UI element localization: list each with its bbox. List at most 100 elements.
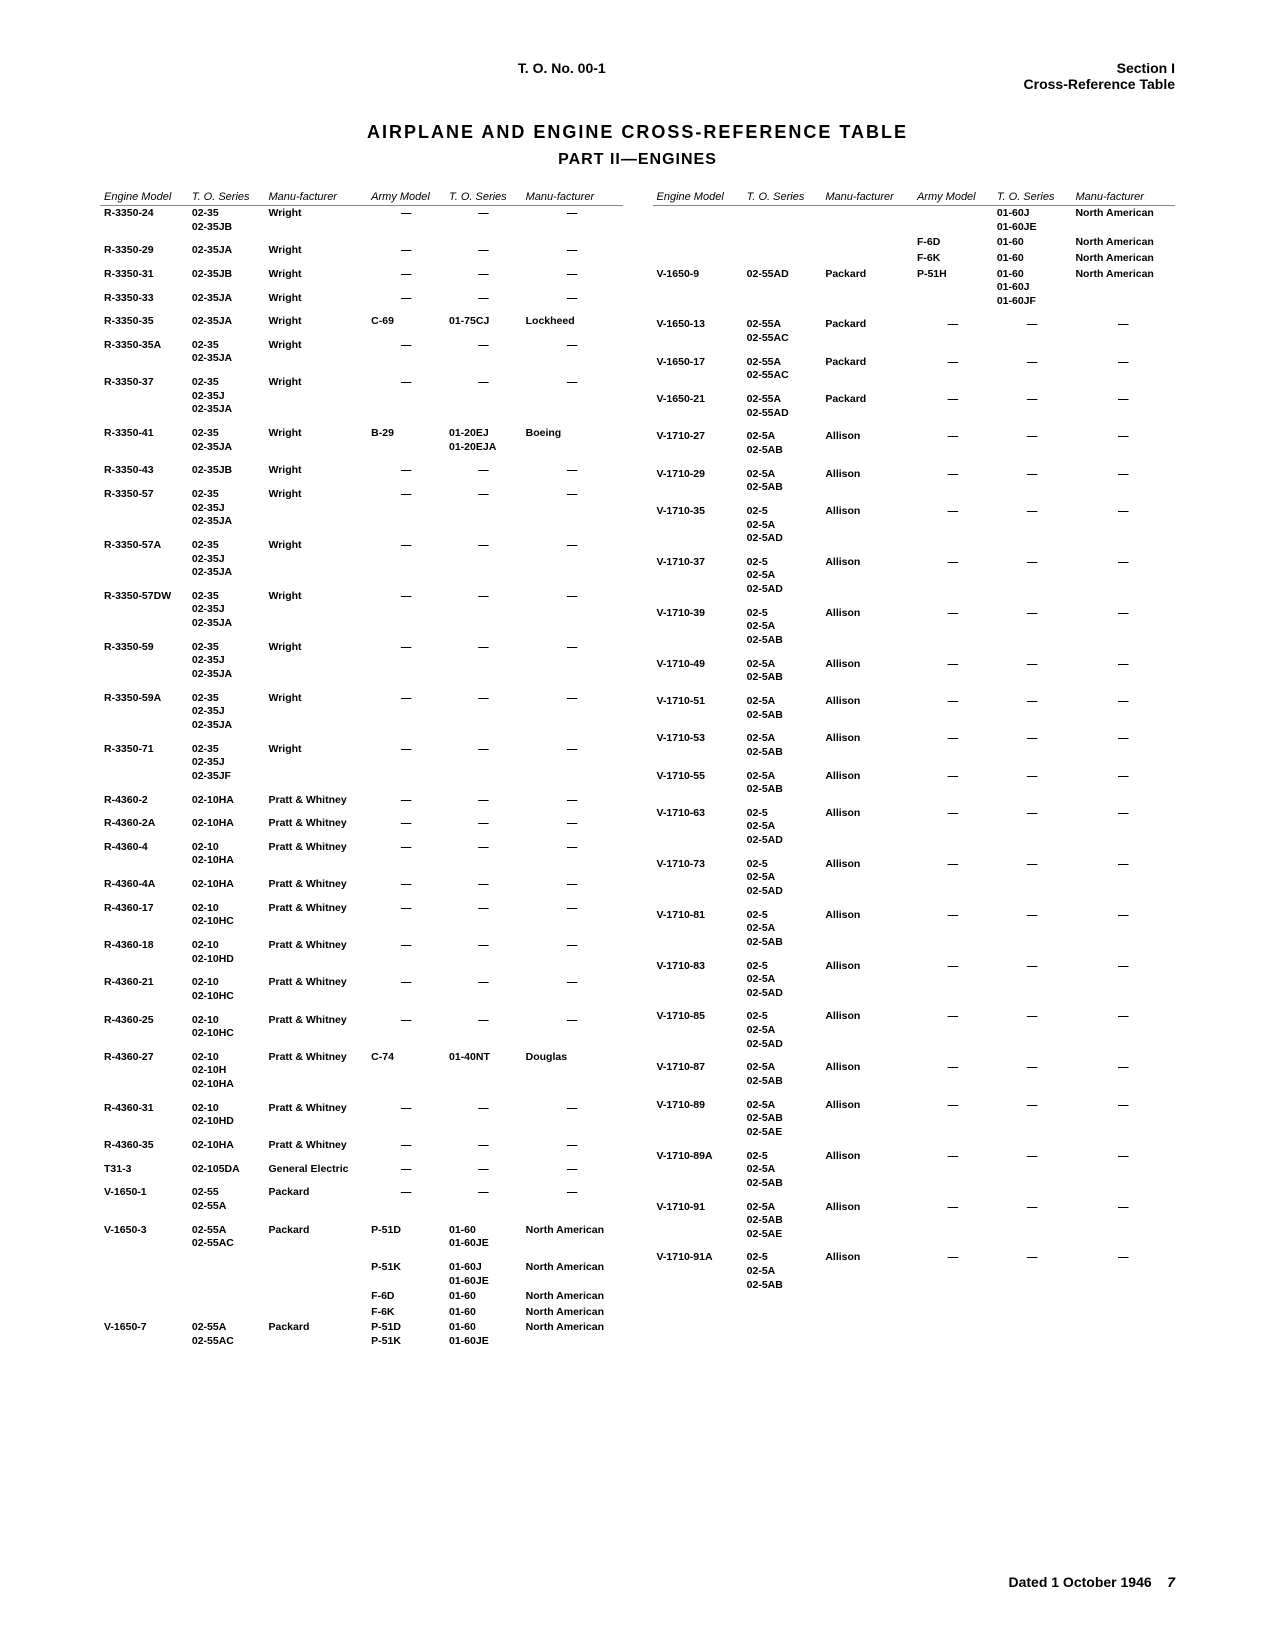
table-cell bbox=[188, 1289, 265, 1305]
table-cell: — bbox=[913, 1149, 993, 1192]
table-row: R-4360-2702-1002-10H02-10HAPratt & Whitn… bbox=[100, 1050, 623, 1093]
table-cell: F-6D bbox=[367, 1289, 445, 1305]
table-cell: — bbox=[1071, 657, 1175, 686]
table-cell: — bbox=[522, 243, 623, 259]
table-row: R-3350-4102-3502-35JAWrightB-2901-20EJ01… bbox=[100, 426, 623, 455]
table-cell: — bbox=[367, 375, 445, 418]
table-cell: — bbox=[445, 691, 522, 734]
table-cell: — bbox=[1071, 1200, 1175, 1243]
table-cell: — bbox=[993, 908, 1072, 951]
table-cell: — bbox=[367, 338, 445, 367]
page-header: T. O. No. 00-1 Section I Cross-Reference… bbox=[100, 60, 1175, 92]
table-cell bbox=[743, 206, 822, 236]
table-cell: — bbox=[367, 267, 445, 283]
table-cell: V-1650-1 bbox=[100, 1185, 188, 1214]
table-cell: — bbox=[1071, 606, 1175, 649]
table-row: V-1650-2102-55A02-55ADPackard——— bbox=[653, 392, 1176, 421]
table-cell: — bbox=[522, 1013, 623, 1042]
table-row: R-4360-1702-1002-10HCPratt & Whitney——— bbox=[100, 901, 623, 930]
table-header-row: Engine Model T. O. Series Manu-facturer … bbox=[653, 189, 1176, 206]
table-cell: — bbox=[993, 429, 1072, 458]
table-cell: — bbox=[522, 877, 623, 893]
table-cell: 02-502-5A02-5AD bbox=[743, 555, 822, 598]
table-cell: — bbox=[522, 487, 623, 530]
table-cell bbox=[653, 235, 743, 251]
table-row: V-1710-8102-502-5A02-5ABAllison——— bbox=[653, 908, 1176, 951]
engine-table-right: Engine Model T. O. Series Manu-facturer … bbox=[653, 189, 1176, 1293]
table-cell: — bbox=[913, 908, 993, 951]
table-cell: R-3350-59 bbox=[100, 640, 188, 683]
table-cell: B-29 bbox=[367, 426, 445, 455]
table-cell: — bbox=[1071, 1098, 1175, 1141]
table-cell: — bbox=[993, 606, 1072, 649]
table-cell: Packard bbox=[821, 317, 913, 346]
table-cell: North American bbox=[1071, 251, 1175, 267]
table-cell: Packard bbox=[821, 392, 913, 421]
table-cell: 01-60 bbox=[993, 251, 1072, 267]
table-cell: Wright bbox=[265, 640, 368, 683]
table-cell: — bbox=[993, 1009, 1072, 1052]
table-cell: Allison bbox=[821, 806, 913, 849]
table-cell: — bbox=[522, 463, 623, 479]
table-cell: Packard bbox=[265, 1185, 368, 1214]
table-cell: 02-10HA bbox=[188, 1138, 265, 1154]
table-cell: — bbox=[1071, 857, 1175, 900]
table-cell: — bbox=[445, 901, 522, 930]
table-cell: — bbox=[367, 877, 445, 893]
table-cell: V-1710-39 bbox=[653, 606, 743, 649]
table-row: V-1710-5102-5A02-5ABAllison——— bbox=[653, 694, 1176, 723]
table-cell: C-74 bbox=[367, 1050, 445, 1093]
table-cell: Pratt & Whitney bbox=[265, 816, 368, 832]
table-cell: — bbox=[367, 1101, 445, 1130]
table-cell bbox=[653, 206, 743, 236]
table-cell: — bbox=[445, 1101, 522, 1130]
table-cell: — bbox=[445, 938, 522, 967]
table-row: 01-60J01-60JENorth American bbox=[653, 206, 1176, 236]
table-cell: 01-60J01-60JE bbox=[993, 206, 1072, 236]
table-row: F-6K01-60North American bbox=[653, 251, 1176, 267]
table-row: V-1710-91A02-502-5A02-5ABAllison——— bbox=[653, 1250, 1176, 1293]
table-row: V-1650-902-55ADPackardP-51H01-6001-60J01… bbox=[653, 267, 1176, 310]
table-cell: Wright bbox=[265, 243, 368, 259]
table-cell bbox=[743, 251, 822, 267]
table-cell: — bbox=[445, 589, 522, 632]
table-cell: 02-105DA bbox=[188, 1162, 265, 1178]
table-cell: North American bbox=[1071, 267, 1175, 310]
table-cell: 02-35JA bbox=[188, 291, 265, 307]
table-cell: Packard bbox=[265, 1223, 368, 1252]
table-cell: — bbox=[367, 291, 445, 307]
table-cell: — bbox=[522, 938, 623, 967]
table-cell: 01-60J01-60JE bbox=[445, 1260, 522, 1289]
table-cell: — bbox=[1071, 806, 1175, 849]
header-right: Section I Cross-Reference Table bbox=[1024, 60, 1175, 92]
table-cell: — bbox=[445, 243, 522, 259]
table-row: V-1710-3902-502-5A02-5ABAllison——— bbox=[653, 606, 1176, 649]
table-cell: North American bbox=[522, 1289, 623, 1305]
table-cell: — bbox=[1071, 694, 1175, 723]
table-cell: — bbox=[993, 555, 1072, 598]
table-cell: — bbox=[1071, 1009, 1175, 1052]
table-cell: — bbox=[522, 691, 623, 734]
table-cell: — bbox=[445, 267, 522, 283]
table-cell: 02-5502-55A bbox=[188, 1185, 265, 1214]
table-cell: 01-60 bbox=[445, 1289, 522, 1305]
table-cell: — bbox=[913, 429, 993, 458]
table-cell: — bbox=[445, 840, 522, 869]
table-cell: Allison bbox=[821, 694, 913, 723]
table-cell: Boeing bbox=[522, 426, 623, 455]
table-cell: — bbox=[367, 206, 445, 236]
table-cell: Packard bbox=[265, 1320, 368, 1349]
table-cell: — bbox=[1071, 355, 1175, 384]
table-cell: Pratt & Whitney bbox=[265, 938, 368, 967]
table-cell: R-3350-29 bbox=[100, 243, 188, 259]
table-cell: — bbox=[993, 1098, 1072, 1141]
table-row: R-3350-5902-3502-35J02-35JAWright——— bbox=[100, 640, 623, 683]
table-row: R-3350-35A02-3502-35JAWright——— bbox=[100, 338, 623, 367]
table-cell: Wright bbox=[265, 487, 368, 530]
table-row: R-3350-3102-35JBWright——— bbox=[100, 267, 623, 283]
table-cell: V-1710-29 bbox=[653, 467, 743, 496]
table-cell: — bbox=[522, 816, 623, 832]
table-cell: — bbox=[993, 857, 1072, 900]
table-cell: — bbox=[993, 504, 1072, 547]
table-cell: V-1710-87 bbox=[653, 1060, 743, 1089]
